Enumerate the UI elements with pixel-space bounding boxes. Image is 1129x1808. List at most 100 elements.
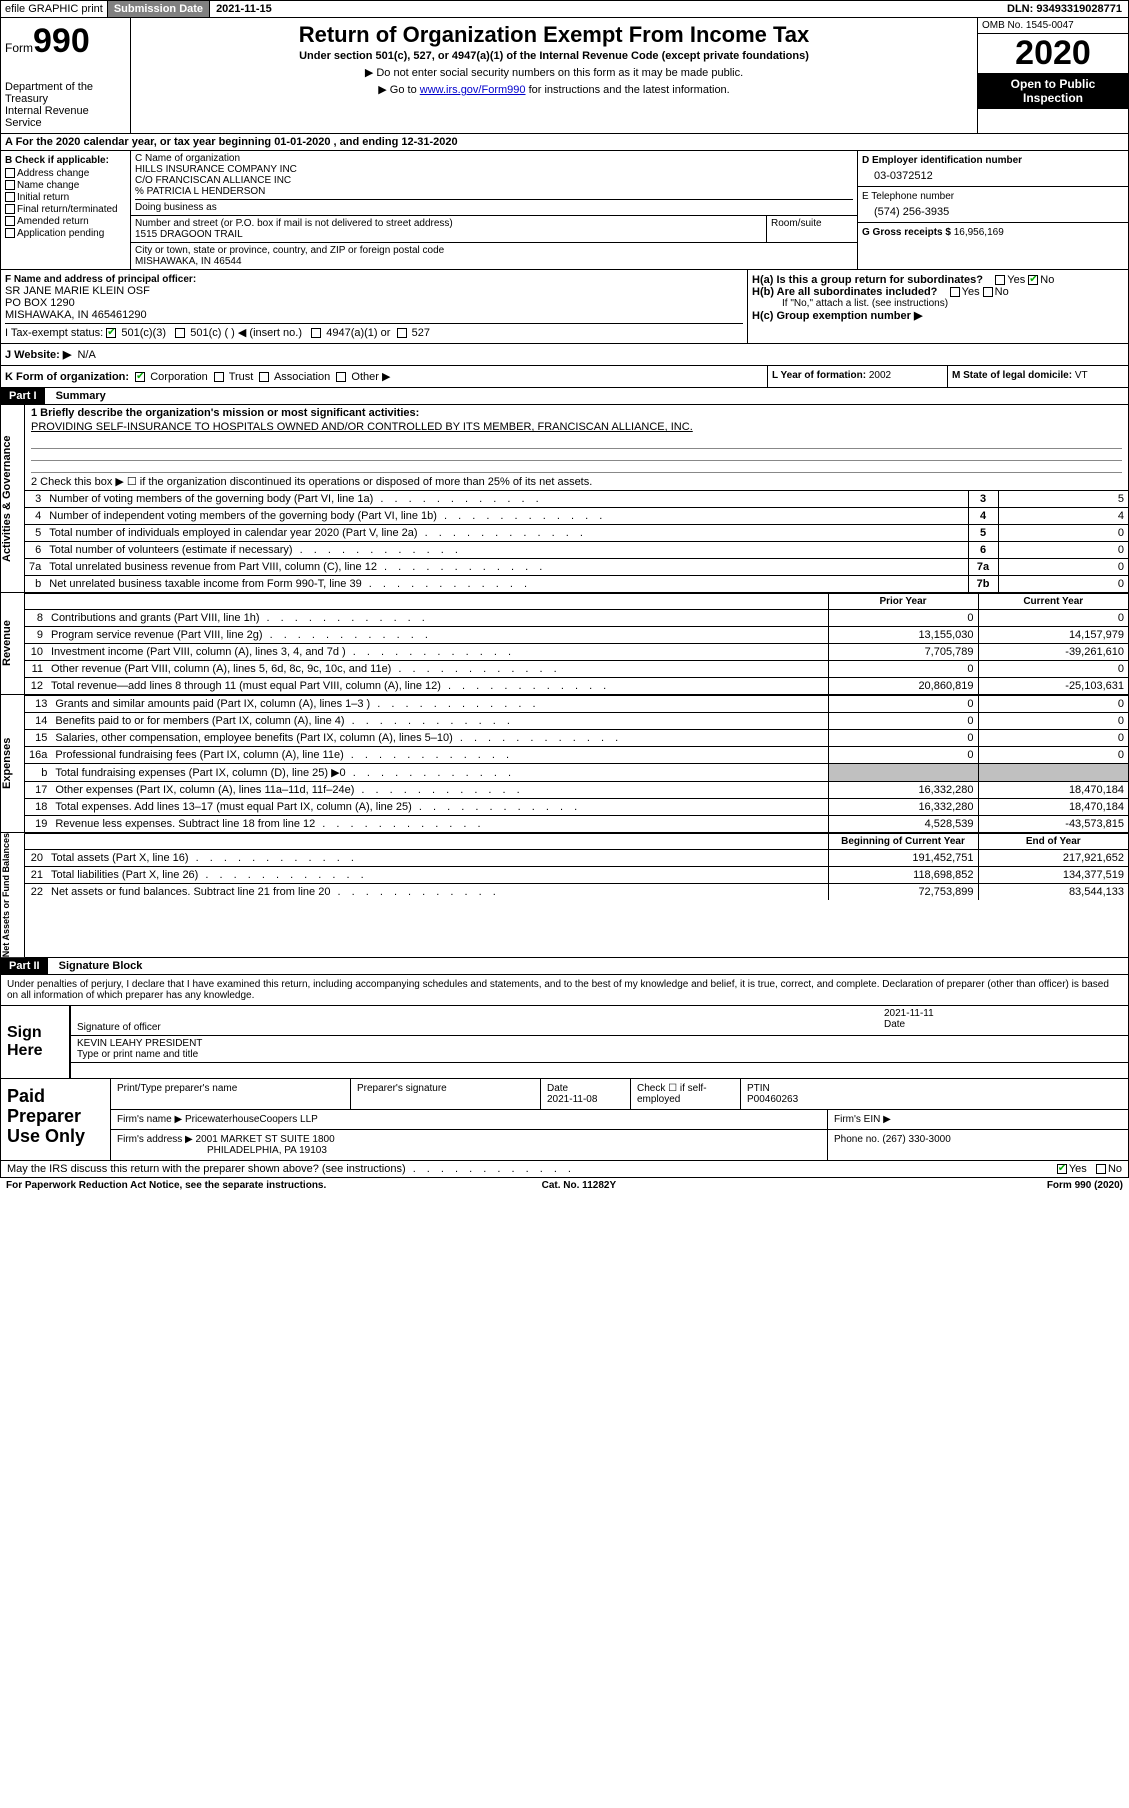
officer-label: F Name and address of principal officer: <box>5 274 743 285</box>
prep-date: Date2021-11-08 <box>541 1079 631 1109</box>
prep-sig-hdr: Preparer's signature <box>351 1079 541 1109</box>
table-row: 13Grants and similar amounts paid (Part … <box>25 696 1128 713</box>
mission-text: PROVIDING SELF-INSURANCE TO HOSPITALS OW… <box>25 421 1128 437</box>
form-label: Form <box>5 41 33 55</box>
ha-yes[interactable] <box>995 275 1005 285</box>
main-grid: B Check if applicable: Address change Na… <box>0 151 1129 270</box>
chk-assoc[interactable] <box>259 372 269 382</box>
ein-value: 03-0372512 <box>862 166 1124 182</box>
firm-addr: Firm's address ▶ 2001 MARKET ST SUITE 18… <box>111 1130 828 1160</box>
sig-officer: Signature of officer <box>71 1006 878 1035</box>
table-row: 17Other expenses (Part IX, column (A), l… <box>25 782 1128 799</box>
discuss-q: May the IRS discuss this return with the… <box>7 1163 575 1175</box>
table-row: 3Number of voting members of the governi… <box>25 491 1128 508</box>
hb-yes[interactable] <box>950 287 960 297</box>
ein-block: D Employer identification number 03-0372… <box>858 151 1128 187</box>
sig-name: KEVIN LEAHY PRESIDENTType or print name … <box>71 1036 1128 1062</box>
ha-no[interactable] <box>1028 275 1038 285</box>
blank-3 <box>31 461 1122 473</box>
efile-label[interactable]: efile GRAPHIC print <box>1 1 108 17</box>
tel-label: E Telephone number <box>862 191 1124 202</box>
form-title: Return of Organization Exempt From Incom… <box>139 22 969 48</box>
footer-form: Form 990 (2020) <box>1047 1180 1123 1191</box>
net-table: Beginning of Current YearEnd of Year 20T… <box>25 833 1128 900</box>
dln: DLN: 93493319028771 <box>1001 1 1128 17</box>
chk-527[interactable] <box>397 328 407 338</box>
form-number: 990 <box>33 22 90 60</box>
part-i-badge: Part I <box>1 388 45 404</box>
tax-year: 2020 <box>978 34 1128 73</box>
chk-corp[interactable] <box>135 372 145 382</box>
revenue-section: Revenue Prior YearCurrent Year 8Contribu… <box>0 593 1129 695</box>
dba-label: Doing business as <box>135 199 853 213</box>
chk-address-change[interactable]: Address change <box>5 168 126 179</box>
chk-trust[interactable] <box>214 372 224 382</box>
header-left: Form990 Department of the Treasury Inter… <box>1 18 131 133</box>
part-ii-title: Signature Block <box>51 960 143 972</box>
gov-body: 1 Briefly describe the organization's mi… <box>25 405 1128 592</box>
row-i: I Tax-exempt status: 501(c)(3) 501(c) ( … <box>5 323 743 339</box>
part-i-header: Part I Summary <box>0 388 1129 405</box>
net-cy-hdr: End of Year <box>978 834 1128 850</box>
footer: For Paperwork Reduction Act Notice, see … <box>0 1178 1129 1193</box>
hb-no[interactable] <box>983 287 993 297</box>
table-row: 18Total expenses. Add lines 13–17 (must … <box>25 799 1128 816</box>
table-row: bTotal fundraising expenses (Part IX, co… <box>25 764 1128 782</box>
table-row: 11Other revenue (Part VIII, column (A), … <box>25 661 1128 678</box>
discuss-row: May the IRS discuss this return with the… <box>0 1161 1129 1178</box>
irs-link[interactable]: www.irs.gov/Form990 <box>420 84 526 96</box>
note1: ▶ Do not enter social security numbers o… <box>139 66 969 79</box>
table-row: 10Investment income (Part VIII, column (… <box>25 644 1128 661</box>
col-f-officer: F Name and address of principal officer:… <box>1 270 748 343</box>
chk-initial-return[interactable]: Initial return <box>5 192 126 203</box>
chk-amended-return[interactable]: Amended return <box>5 216 126 227</box>
org-name-2: C/O FRANCISCAN ALLIANCE INC <box>135 175 853 186</box>
gross-receipts: G Gross receipts $ 16,956,169 <box>858 223 1128 242</box>
table-row: 15Salaries, other compensation, employee… <box>25 730 1128 747</box>
col-b-checkboxes: B Check if applicable: Address change Na… <box>1 151 131 269</box>
firm-name: Firm's name ▶ PricewaterhouseCoopers LLP <box>111 1110 828 1129</box>
blank-1 <box>31 437 1122 449</box>
col-c-org: C Name of organization HILLS INSURANCE C… <box>131 151 858 269</box>
blank-2 <box>31 449 1122 461</box>
chk-501c3[interactable] <box>106 328 116 338</box>
chk-other[interactable] <box>336 372 346 382</box>
rev-table: Prior YearCurrent Year 8Contributions an… <box>25 593 1128 694</box>
chk-501c[interactable] <box>175 328 185 338</box>
room-suite: Room/suite <box>767 216 857 242</box>
chk-final-return[interactable]: Final return/terminated <box>5 204 126 215</box>
chk-4947[interactable] <box>311 328 321 338</box>
top-bar: efile GRAPHIC print Submission Date 2021… <box>0 0 1129 18</box>
gov-table: 3Number of voting members of the governi… <box>25 490 1128 592</box>
part-ii-badge: Part II <box>1 958 48 974</box>
table-row: 5Total number of individuals employed in… <box>25 525 1128 542</box>
officer-l3: MISHAWAKA, IN 465461290 <box>5 309 743 321</box>
signature-block: Under penalties of perjury, I declare th… <box>0 975 1129 1161</box>
preparer-grid: Paid Preparer Use Only Print/Type prepar… <box>1 1078 1128 1160</box>
table-row: 22Net assets or fund balances. Subtract … <box>25 884 1128 901</box>
sign-here: Sign Here <box>1 1006 71 1078</box>
discuss-no[interactable] <box>1096 1164 1106 1174</box>
subdate-value: 2021-11-15 <box>210 1 278 17</box>
city: MISHAWAKA, IN 46544 <box>135 256 853 267</box>
discuss-answers: Yes No <box>1057 1163 1122 1175</box>
ein-label: D Employer identification number <box>862 155 1124 166</box>
chk-application-pending[interactable]: Application pending <box>5 228 126 239</box>
header-right: OMB No. 1545-0047 2020 Open to Public In… <box>978 18 1128 133</box>
subdate-label: Submission Date <box>108 1 210 17</box>
footer-left: For Paperwork Reduction Act Notice, see … <box>6 1180 326 1191</box>
h-b: H(b) Are all subordinates included? Yes … <box>752 286 1124 298</box>
city-row: City or town, state or province, country… <box>131 242 857 269</box>
table-row: 16aProfessional fundraising fees (Part I… <box>25 747 1128 764</box>
gov-tab: Activities & Governance <box>1 405 25 592</box>
h-b-note: If "No," attach a list. (see instruction… <box>752 298 1124 309</box>
table-row: 6Total number of volunteers (estimate if… <box>25 542 1128 559</box>
officer-l2: PO BOX 1290 <box>5 297 743 309</box>
chk-name-change[interactable]: Name change <box>5 180 126 191</box>
net-tab: Net Assets or Fund Balances <box>1 833 25 957</box>
firm-phone: Phone no. (267) 330-3000 <box>828 1130 1128 1160</box>
form-subtitle: Under section 501(c), 527, or 4947(a)(1)… <box>139 50 969 62</box>
part-i-title: Summary <box>48 390 106 402</box>
discuss-yes[interactable] <box>1057 1164 1067 1174</box>
perjury-text: Under penalties of perjury, I declare th… <box>1 975 1128 1006</box>
